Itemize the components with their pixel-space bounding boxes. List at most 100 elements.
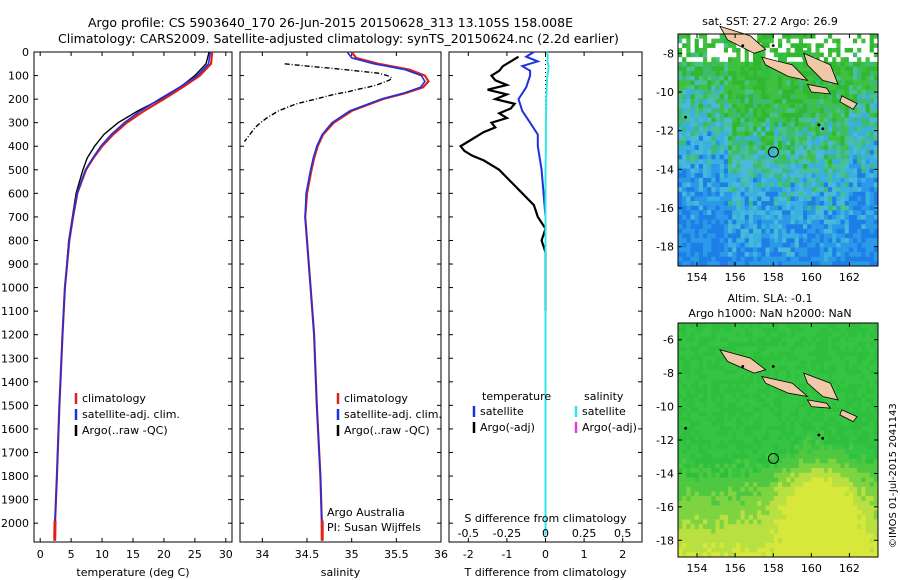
map-cell bbox=[723, 80, 729, 86]
map-cell bbox=[811, 38, 816, 44]
map-cell bbox=[786, 205, 791, 211]
map-cell bbox=[861, 108, 866, 114]
map-cell bbox=[823, 103, 829, 109]
map-cell bbox=[690, 486, 695, 492]
map-cell bbox=[682, 538, 687, 544]
map-cell bbox=[732, 136, 737, 142]
map-cell bbox=[711, 80, 716, 86]
map-cell bbox=[782, 159, 787, 165]
map-frame bbox=[677, 33, 879, 267]
map-cell bbox=[761, 482, 766, 488]
map-cell bbox=[765, 34, 770, 39]
map-cell bbox=[761, 159, 766, 165]
map-cell bbox=[678, 150, 683, 155]
map-cell bbox=[853, 112, 858, 118]
map-cell bbox=[744, 454, 750, 460]
map-cell bbox=[823, 444, 829, 450]
map-cell bbox=[761, 472, 766, 478]
map-cell bbox=[761, 38, 766, 44]
map-cell bbox=[828, 94, 833, 100]
map-cell bbox=[753, 425, 758, 431]
map-cell bbox=[703, 98, 708, 104]
map-cell bbox=[682, 337, 687, 343]
land-polygon bbox=[803, 52, 839, 85]
map-cell bbox=[694, 191, 700, 197]
map-cell bbox=[786, 103, 791, 109]
map-cell bbox=[694, 421, 700, 427]
map-cell bbox=[782, 472, 787, 478]
map-cell bbox=[740, 261, 745, 267]
map-cell bbox=[723, 510, 729, 516]
map-cell bbox=[728, 103, 733, 109]
map-cell bbox=[786, 117, 791, 123]
map-cell bbox=[794, 397, 800, 403]
map-cell bbox=[848, 360, 854, 366]
map-cell bbox=[857, 108, 862, 114]
map-cell bbox=[711, 337, 716, 343]
map-cell bbox=[732, 66, 737, 72]
map-cell bbox=[682, 196, 687, 202]
map-cell bbox=[728, 219, 733, 225]
map-cell bbox=[732, 163, 737, 169]
map-cell bbox=[815, 500, 820, 506]
map-cell bbox=[740, 205, 745, 211]
map-cell bbox=[811, 145, 816, 151]
map-cell bbox=[707, 256, 712, 262]
map-cell bbox=[794, 496, 800, 502]
map-cell bbox=[694, 416, 700, 422]
map-cell bbox=[753, 126, 758, 132]
map-cell bbox=[753, 435, 758, 441]
map-cell bbox=[807, 131, 812, 137]
map-cell bbox=[836, 346, 841, 352]
map-cell bbox=[769, 247, 775, 253]
map-cell bbox=[715, 411, 720, 417]
map-cell bbox=[748, 196, 754, 202]
map-cell bbox=[823, 242, 829, 248]
map-cell bbox=[840, 533, 845, 539]
map-cell bbox=[853, 496, 858, 502]
map-cell bbox=[732, 533, 737, 539]
map-cell bbox=[790, 477, 795, 483]
map-cell bbox=[807, 214, 812, 220]
map-cell bbox=[736, 214, 741, 220]
map-cell bbox=[790, 201, 795, 206]
map-cell bbox=[761, 524, 766, 530]
map-cell bbox=[698, 247, 704, 253]
map-cell bbox=[836, 173, 841, 179]
map-cell bbox=[757, 233, 762, 239]
map-cell bbox=[828, 150, 833, 155]
map-cell bbox=[732, 514, 737, 520]
map-cell bbox=[873, 80, 879, 86]
map-cell bbox=[698, 355, 704, 361]
map-cell bbox=[807, 201, 812, 206]
map-cell bbox=[753, 397, 758, 403]
map-cell bbox=[736, 374, 741, 380]
map-cell bbox=[707, 117, 712, 123]
map-cell bbox=[698, 482, 704, 488]
map-cell bbox=[773, 140, 779, 146]
map-cell bbox=[807, 365, 812, 371]
map-cell bbox=[740, 108, 745, 114]
map-cell bbox=[703, 238, 708, 244]
map-cell bbox=[811, 103, 816, 109]
map-cell bbox=[711, 346, 716, 352]
map-cell bbox=[815, 247, 820, 253]
map-cell bbox=[786, 510, 791, 516]
map-cell bbox=[857, 85, 862, 90]
map-cell bbox=[753, 332, 758, 338]
map-cell bbox=[773, 252, 779, 258]
map-cell bbox=[698, 477, 704, 483]
map-cell bbox=[740, 533, 745, 539]
map-cell bbox=[690, 252, 695, 258]
map-cell bbox=[857, 80, 862, 86]
map-cell bbox=[865, 94, 870, 100]
map-cell bbox=[836, 323, 841, 328]
map-cell bbox=[740, 542, 745, 548]
map-cell bbox=[719, 210, 725, 216]
map-cell bbox=[823, 122, 829, 128]
map-cell bbox=[782, 458, 787, 464]
map-cell bbox=[811, 131, 816, 137]
map-cell bbox=[823, 205, 829, 211]
map-cell bbox=[698, 94, 704, 100]
map-cell bbox=[690, 52, 695, 58]
